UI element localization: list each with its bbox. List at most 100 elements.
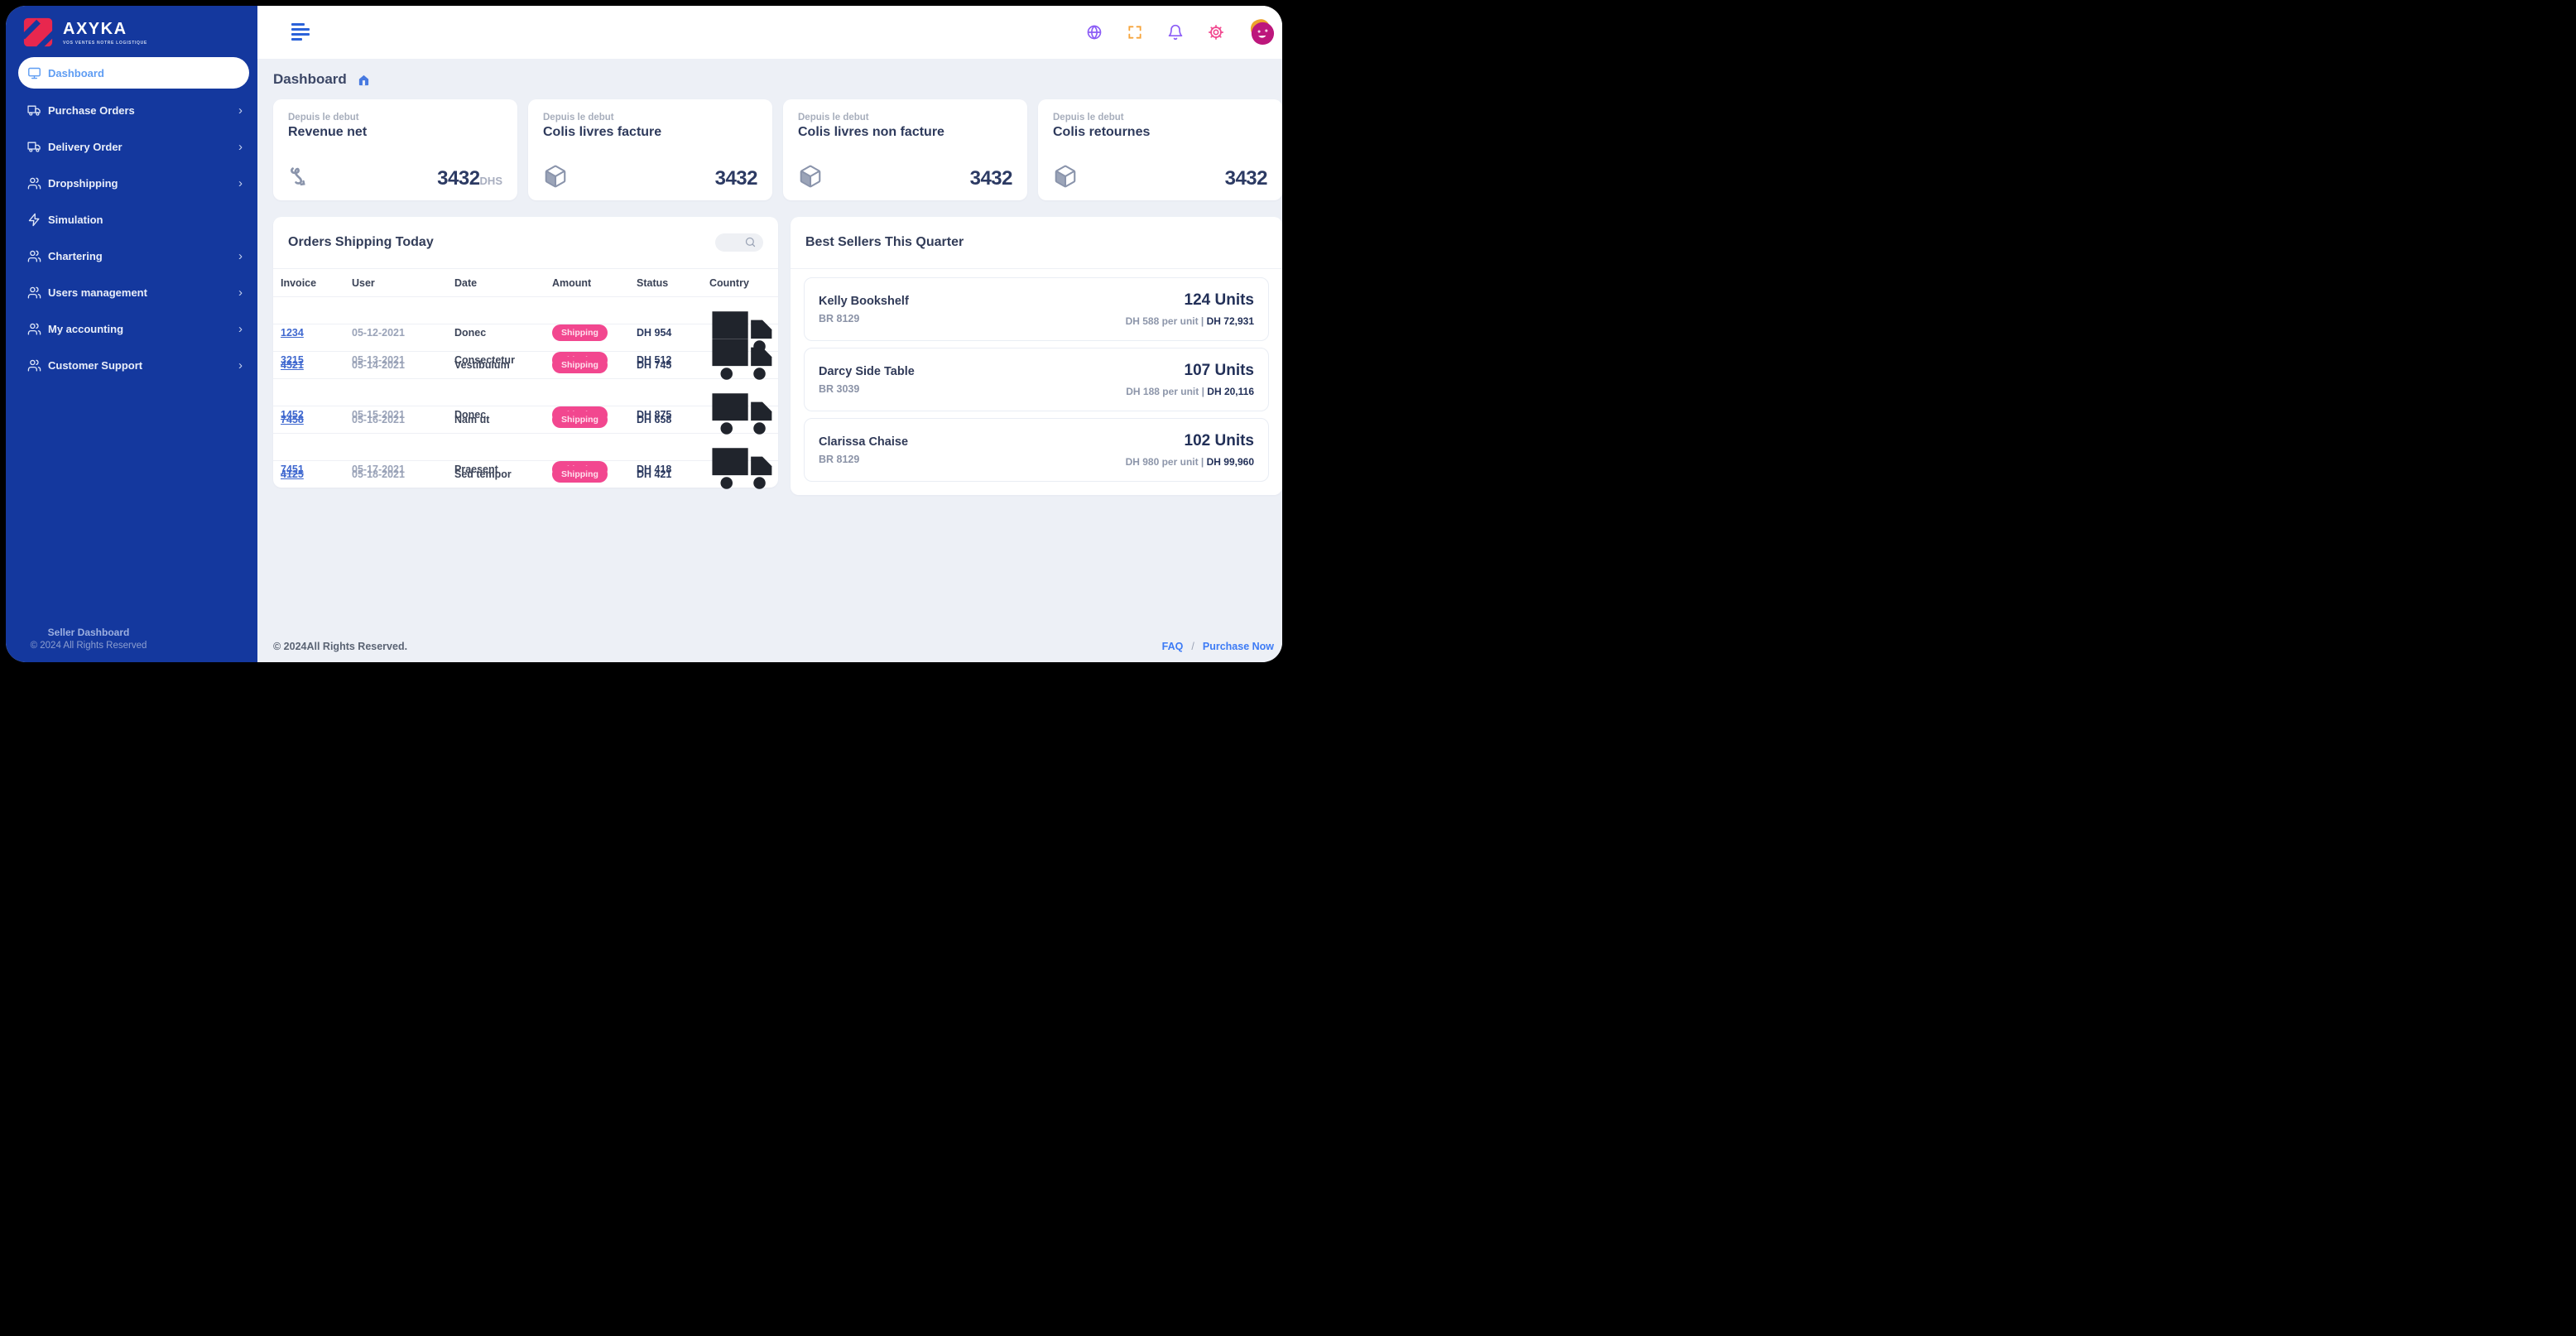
home-icon[interactable] — [358, 74, 370, 86]
main-footer: © 2024All Rights Reserved. FAQ / Purchas… — [273, 641, 1274, 652]
invoice-link[interactable]: 3215 — [281, 354, 304, 366]
orders-title: Orders Shipping Today — [288, 235, 434, 249]
row-user: Donec — [454, 409, 487, 421]
sidebar: AXYKA VOS VENTES NOTRE LOGISTIQUE Dashbo… — [6, 6, 257, 662]
globe-icon[interactable] — [1086, 24, 1103, 41]
sidebar-item-label: Chartering — [48, 249, 103, 262]
users-icon — [27, 249, 41, 263]
row-amount: DH 875 — [637, 409, 672, 421]
row-amount: DH 658 — [637, 414, 672, 425]
sidebar-item-my-accounting[interactable]: My accounting › — [6, 310, 257, 347]
stat-card-suffix: DHS — [479, 175, 502, 187]
sidebar-item-label: Customer Support — [48, 358, 143, 372]
stat-card-title: Colis retournes — [1053, 125, 1151, 139]
best-sellers-title: Best Sellers This Quarter — [805, 235, 964, 249]
footer-copyright: © 2024All Rights Reserved. — [273, 641, 408, 652]
orders-table-header: Invoice User Date Amount Status Country — [273, 268, 778, 296]
sidebar-item-label: Purchase Orders — [48, 103, 135, 117]
best-sellers-header: Best Sellers This Quarter — [791, 217, 1282, 268]
faq-link[interactable]: FAQ — [1161, 641, 1184, 652]
row-country — [709, 434, 778, 505]
column-header-date: Date — [454, 276, 478, 289]
column-header-status: Status — [637, 276, 669, 289]
sidebar-item-purchase-orders[interactable]: Purchase Orders › — [6, 92, 257, 128]
row-user: Nam ut — [454, 414, 490, 425]
row-country — [709, 324, 778, 396]
sidebar-item-dashboard[interactable]: Dashboard — [18, 57, 249, 89]
invoice-link[interactable]: 1452 — [281, 409, 304, 421]
users-icon — [27, 322, 41, 336]
best-seller-item: Clarissa Chaise BR 8129 102 Units DH 980… — [804, 418, 1269, 482]
sidebar-item-customer-support[interactable]: Customer Support › — [6, 347, 257, 383]
monitor-icon — [27, 66, 41, 80]
sidebar-item-simulation[interactable]: Simulation — [6, 201, 257, 238]
menu-icon[interactable] — [291, 23, 311, 41]
truck-icon — [709, 448, 778, 505]
invoice-link[interactable]: 4125 — [281, 469, 304, 480]
sidebar-item-users-management[interactable]: Users management › — [6, 274, 257, 310]
product-code: BR 8129 — [819, 312, 860, 324]
orders-table-body: 1234 05-12-2021 Donec Shipping DH 954 32… — [273, 296, 778, 489]
status-badge: Shipping — [552, 411, 608, 428]
sidebar-nav: Dashboard Purchase Orders › Delivery Ord… — [6, 57, 257, 383]
fullscreen-icon[interactable] — [1127, 24, 1143, 41]
search-icon — [744, 236, 757, 248]
invoice-link[interactable]: 4521 — [281, 359, 304, 371]
column-header-amount: Amount — [552, 276, 592, 289]
users-icon — [27, 358, 41, 372]
sidebar-footer-copyright: © 2024 All Rights Reserved — [30, 641, 147, 651]
chevron-right-icon: › — [238, 321, 243, 336]
column-header-user: User — [352, 276, 375, 289]
invoice-link[interactable]: 1234 — [281, 327, 304, 339]
product-units: 102 Units — [1184, 432, 1254, 449]
stat-card-value: 3432 — [969, 167, 1013, 190]
invoice-link[interactable]: 7458 — [281, 414, 304, 425]
sidebar-footer: Seller Dashboard © 2024 All Rights Reser… — [6, 627, 171, 651]
sidebar-footer-title: Seller Dashboard — [47, 627, 130, 638]
stat-card-value: 3432 — [714, 167, 758, 190]
product-price: DH 188 per unit | DH 20,116 — [1126, 386, 1254, 397]
page-title: Dashboard — [273, 71, 347, 87]
product-price: DH 980 per unit | DH 99,960 — [1125, 456, 1254, 468]
product-units: 124 Units — [1184, 291, 1254, 309]
panels-row: Orders Shipping Today Invoice User Date Amo… — [273, 217, 1282, 495]
package-cube-icon — [798, 164, 823, 189]
gear-icon[interactable] — [1208, 24, 1224, 41]
product-total: DH 72,931 — [1206, 315, 1254, 327]
stat-card-period: Depuis le debut — [1053, 113, 1124, 123]
stat-cards-row: Depuis le debut Revenue net 3432 DHS Depu… — [273, 99, 1282, 200]
stat-card-period: Depuis le debut — [543, 113, 614, 123]
orders-panel-header: Orders Shipping Today — [273, 217, 778, 268]
column-header-country: Country — [709, 276, 749, 289]
row-user: Consectetur — [454, 354, 515, 366]
chevron-right-icon: › — [238, 103, 243, 118]
sidebar-item-chartering[interactable]: Chartering › — [6, 238, 257, 274]
chevron-right-icon: › — [238, 175, 243, 190]
sidebar-item-label: Delivery Order — [48, 140, 123, 153]
invoice-link[interactable]: 7451 — [281, 464, 304, 475]
row-date: 05-12-2021 — [352, 327, 405, 339]
purchase-now-link[interactable]: Purchase Now — [1202, 641, 1274, 652]
user-avatar[interactable] — [1248, 18, 1276, 46]
stat-card-period: Depuis le debut — [798, 113, 869, 123]
chevron-right-icon: › — [238, 139, 243, 154]
top-header — [257, 6, 1282, 59]
row-date: 05-14-2021 — [352, 359, 405, 371]
chevron-right-icon: › — [238, 358, 243, 372]
breadcrumb: Dashboard — [273, 70, 1282, 89]
brand-text: AXYKA VOS VENTES NOTRE LOGISTIQUE — [63, 20, 147, 46]
truck-icon — [709, 339, 778, 396]
bell-icon[interactable] — [1167, 24, 1184, 41]
sidebar-item-delivery-order[interactable]: Delivery Order › — [6, 128, 257, 165]
row-amount: DH 421 — [637, 469, 672, 480]
orders-search-input[interactable] — [715, 233, 763, 252]
sidebar-item-label: Users management — [48, 286, 147, 299]
sidebar-item-dropshipping[interactable]: Dropshipping › — [6, 165, 257, 201]
row-date: 05-16-2021 — [352, 414, 405, 425]
row-amount: DH 954 — [637, 327, 672, 339]
row-country — [709, 379, 778, 450]
stat-card-title: Revenue net — [288, 125, 368, 139]
table-row: 4125 05-18-2021 Sed tempor Shipping DH 4… — [273, 460, 778, 488]
product-code: BR 8129 — [819, 453, 860, 465]
brand-logo[interactable]: AXYKA VOS VENTES NOTRE LOGISTIQUE — [6, 6, 257, 50]
